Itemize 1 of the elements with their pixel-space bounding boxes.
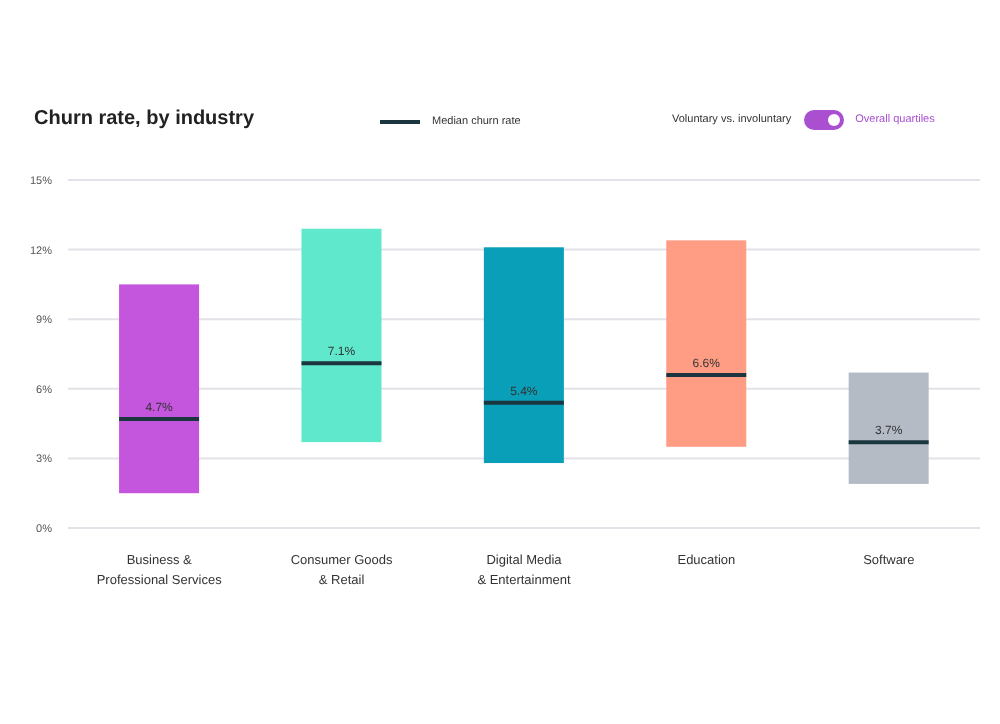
chart-title: Churn rate, by industry bbox=[34, 108, 255, 130]
